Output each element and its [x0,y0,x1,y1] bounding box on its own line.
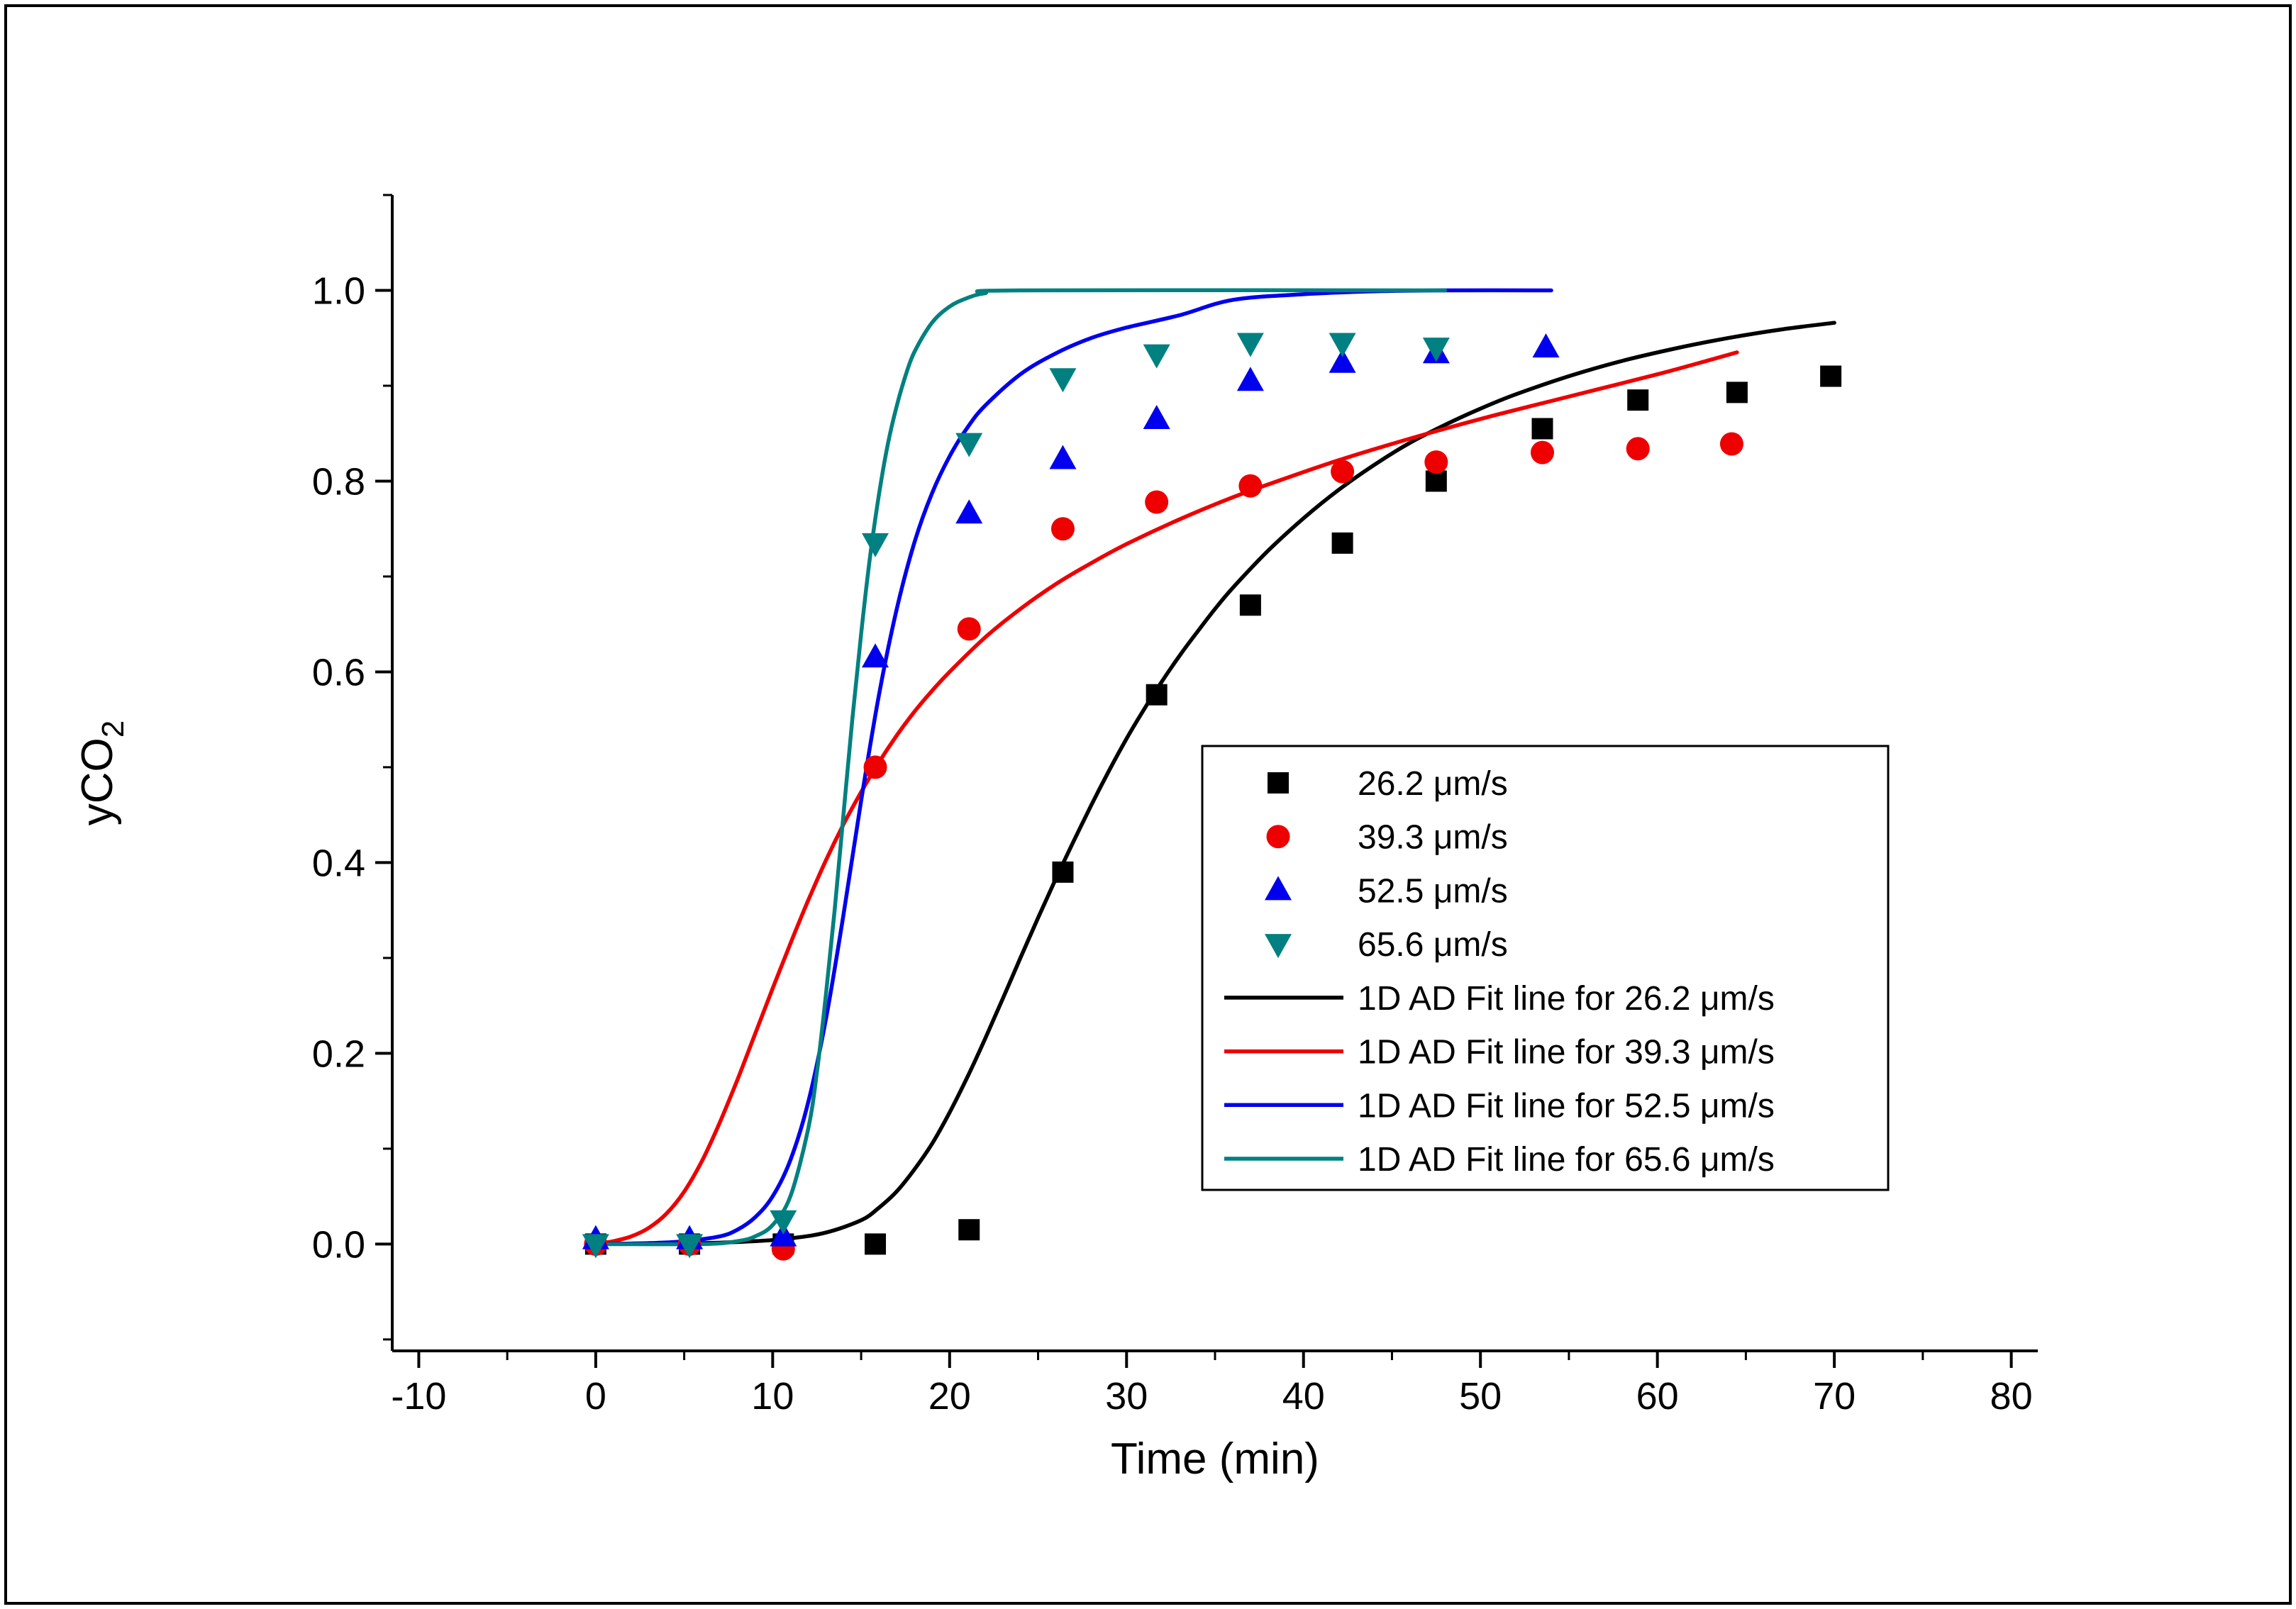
y-tick-label: 0.4 [312,842,365,884]
triangle-down-marker [1236,333,1264,357]
legend-entry: 26.2 μm/s [1268,765,1508,803]
square-marker [1425,470,1447,492]
circle-marker [1424,450,1448,474]
y-axis: 0.0 0.2 0.4 0.6 0.8 1.0 yCO2 [73,194,394,1351]
y-tick-label: 0.2 [312,1032,365,1075]
triangle-up-marker [1265,876,1292,901]
triangle-up-marker [1236,367,1264,391]
x-tick-label: 0 [585,1375,606,1418]
circle-marker [1331,460,1355,484]
x-tick-label: -10 [391,1375,446,1418]
circle-marker [1626,437,1650,461]
circle-marker [863,755,887,779]
fit-line-fit-26.2 [594,321,1836,1247]
x-tick-label: 60 [1636,1375,1679,1418]
triangle-down-marker [1049,368,1077,393]
circle-marker [1719,432,1743,456]
square-marker [1052,861,1074,883]
circle-marker [957,617,981,641]
scatter-series [582,333,1842,1261]
x-axis-title: Time (min) [1111,1435,1319,1483]
legend-entry: 1D AD Fit line for 52.5 μm/s [1224,1087,1775,1125]
y-tick-label: 0.8 [312,460,365,503]
legend-label: 1D AD Fit line for 52.5 μm/s [1358,1087,1775,1125]
legend-label: 1D AD Fit line for 26.2 μm/s [1358,980,1775,1018]
legend-entry: 1D AD Fit line for 65.6 μm/s [1224,1141,1775,1179]
fit-line-fit-39.3 [594,350,1739,1247]
legend-entry: 65.6 μm/s [1265,926,1508,964]
y-tick-label: 1.0 [312,269,365,312]
triangle-up-marker [1329,348,1356,373]
fit-lines [594,288,1836,1247]
series-65.6-points [582,333,1450,1259]
legend: 26.2 μm/s 39.3 μm/s 52.5 μm/s 65.6 μm/s 1D A… [1201,745,1890,1191]
triangle-down-marker [1422,338,1450,362]
y-tick-label: 0.0 [312,1223,365,1266]
triangle-up-marker [955,499,983,524]
triangle-up-marker [862,643,889,668]
legend-entry: 52.5 μm/s [1265,872,1508,910]
circle-marker [1531,440,1555,464]
circle-marker [1050,517,1075,541]
circle-marker [1238,474,1263,498]
x-tick-label: 10 [751,1375,794,1418]
legend-label: 26.2 μm/s [1358,765,1508,803]
square-marker [1531,418,1553,440]
triangle-down-marker [862,533,889,557]
square-marker [1726,382,1748,403]
square-marker [1146,684,1168,706]
legend-box [1201,745,1890,1191]
triangle-down-marker [955,433,983,457]
triangle-down-marker [1265,934,1292,959]
fit-line-fit-52.5 [594,288,1553,1247]
triangle-down-marker [1329,333,1356,357]
square-marker [1331,532,1353,554]
x-tick-label: 50 [1459,1375,1502,1418]
square-marker [958,1219,980,1241]
triangle-down-marker [582,1234,609,1259]
legend-label: 39.3 μm/s [1358,819,1508,857]
y-tick-label: 0.6 [312,651,365,694]
figure-border [4,4,2292,1605]
square-marker [1820,365,1842,387]
x-axis: -10 0 10 20 30 40 50 60 70 80 Time (min) [391,1349,2038,1483]
triangle-down-marker [1143,344,1170,369]
x-tick-label: 70 [1813,1375,1856,1418]
square-marker [865,1233,887,1255]
legend-label: 65.6 μm/s [1358,926,1508,964]
square-marker [1268,772,1289,794]
legend-entry: 1D AD Fit line for 26.2 μm/s [1224,980,1775,1018]
square-marker [1627,389,1649,411]
x-tick-label: 80 [1990,1375,2033,1418]
circle-marker [1266,825,1290,849]
legend-entry: 1D AD Fit line for 39.3 μm/s [1224,1034,1775,1071]
x-tick-label: 30 [1105,1375,1148,1418]
legend-label: 52.5 μm/s [1358,872,1508,910]
x-tick-label: 40 [1282,1375,1325,1418]
square-marker [1239,594,1261,616]
legend-label: 1D AD Fit line for 39.3 μm/s [1358,1034,1775,1071]
legend-entry: 39.3 μm/s [1266,819,1508,857]
x-tick-label: 20 [928,1375,971,1418]
triangle-up-marker [1532,333,1560,358]
triangle-down-marker [770,1210,797,1235]
y-axis-title: yCO2 [73,720,131,825]
circle-marker [1145,490,1169,514]
triangle-down-marker [676,1234,704,1259]
legend-label: 1D AD Fit line for 65.6 μm/s [1358,1141,1775,1179]
triangle-up-marker [1143,405,1170,430]
triangle-up-marker [1049,445,1077,469]
